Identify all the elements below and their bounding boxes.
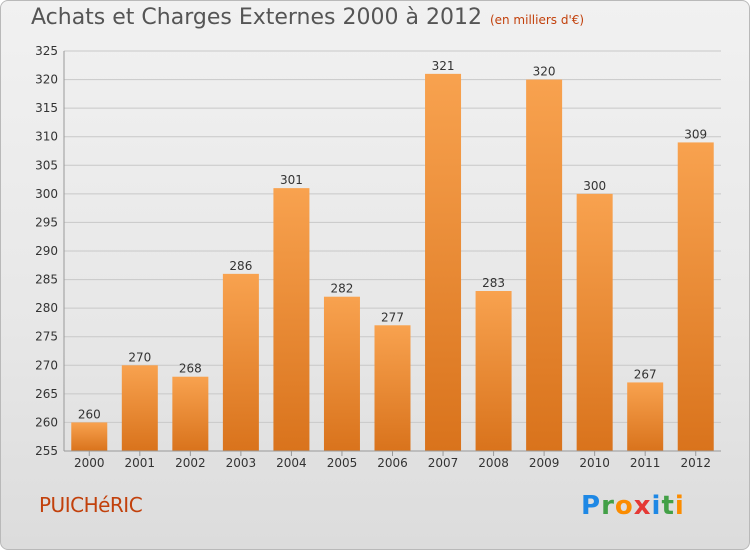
logo-letter: t bbox=[661, 491, 675, 521]
x-tick-label-2011: 2011 bbox=[630, 456, 661, 470]
logo-letter: x bbox=[633, 491, 652, 521]
bar-2010 bbox=[576, 193, 613, 451]
y-tick-label-265: 265 bbox=[35, 387, 58, 401]
x-tick-label-2010: 2010 bbox=[579, 456, 610, 470]
x-tick-label-2012: 2012 bbox=[680, 456, 711, 470]
y-tick-label-280: 280 bbox=[35, 301, 58, 315]
value-label-2000: 260 bbox=[78, 407, 101, 421]
y-tick-label-310: 310 bbox=[35, 130, 58, 144]
logo-letter: r bbox=[601, 491, 615, 521]
proxiti-logo: Proxiti bbox=[581, 491, 685, 521]
value-labels: 260 270 268 286 301 282 277 321 283 320 300 267 309 bbox=[78, 59, 707, 422]
x-tick-label-2007: 2007 bbox=[428, 456, 459, 470]
y-tick-label-255: 255 bbox=[35, 444, 58, 458]
bar-2002 bbox=[172, 376, 209, 451]
x-tick-label-2006: 2006 bbox=[377, 456, 408, 470]
y-tick-label-305: 305 bbox=[35, 158, 58, 172]
value-label-2003: 286 bbox=[229, 259, 252, 273]
chart-title: Achats et Charges Externes 2000 à 2012 (e… bbox=[31, 5, 584, 30]
y-tick-label-315: 315 bbox=[35, 101, 58, 115]
value-label-2009: 320 bbox=[533, 65, 556, 79]
bar-2007 bbox=[425, 73, 462, 451]
value-label-2010: 300 bbox=[583, 179, 606, 193]
y-tick-label-290: 290 bbox=[35, 244, 58, 258]
logo-letter: i bbox=[674, 491, 685, 521]
value-label-2005: 282 bbox=[331, 282, 354, 296]
bar-2001 bbox=[121, 365, 158, 451]
value-label-2007: 321 bbox=[432, 59, 455, 73]
value-label-2001: 270 bbox=[128, 350, 151, 364]
value-label-2011: 267 bbox=[634, 367, 657, 381]
logo-letter: i bbox=[651, 491, 662, 521]
value-label-2002: 268 bbox=[179, 362, 202, 376]
y-tick-label-300: 300 bbox=[35, 187, 58, 201]
logo-letter: o bbox=[614, 491, 634, 521]
value-label-2004: 301 bbox=[280, 173, 303, 187]
bar-2006 bbox=[374, 325, 411, 451]
y-tick-labels: 255 260 265 270 275 280 285 290 295 300 305 310 315 3… bbox=[35, 44, 58, 458]
x-tick-label-2009: 2009 bbox=[529, 456, 560, 470]
y-tick-label-270: 270 bbox=[35, 358, 58, 372]
y-tick-label-320: 320 bbox=[35, 73, 58, 87]
x-tick-label-2003: 2003 bbox=[226, 456, 257, 470]
bar-2000 bbox=[71, 422, 108, 451]
bar-2005 bbox=[323, 296, 360, 451]
x-tick-label-2000: 2000 bbox=[74, 456, 105, 470]
commune-name: PUICHéRIC bbox=[39, 493, 143, 517]
chart-subtitle: (en milliers d'€) bbox=[489, 13, 585, 27]
x-tick-label-2004: 2004 bbox=[276, 456, 307, 470]
chart-title-text: Achats et Charges Externes 2000 à 2012 bbox=[31, 5, 482, 30]
value-label-2008: 283 bbox=[482, 276, 505, 290]
bar-2008 bbox=[475, 291, 512, 451]
bar-2003 bbox=[222, 273, 259, 451]
value-label-2012: 309 bbox=[684, 127, 707, 141]
y-tick-label-275: 275 bbox=[35, 330, 58, 344]
logo-letter: P bbox=[581, 491, 602, 521]
y-tick-label-325: 325 bbox=[35, 44, 58, 58]
bars bbox=[71, 73, 714, 452]
x-tick-label-2002: 2002 bbox=[175, 456, 206, 470]
x-tick-label-2008: 2008 bbox=[478, 456, 509, 470]
x-tick-labels: 2000 2001 2002 2003 2004 2005 2006 2007 2008 2009… bbox=[74, 456, 711, 470]
bar-2012 bbox=[677, 142, 714, 451]
bar-2009 bbox=[526, 79, 563, 452]
y-tick-label-295: 295 bbox=[35, 215, 58, 229]
bar-2004 bbox=[273, 188, 310, 451]
y-tick-label-285: 285 bbox=[35, 273, 58, 287]
x-tick-label-2005: 2005 bbox=[327, 456, 358, 470]
y-tick-label-260: 260 bbox=[35, 415, 58, 429]
bar-2011 bbox=[627, 382, 664, 451]
x-tick-label-2001: 2001 bbox=[125, 456, 156, 470]
axes bbox=[63, 51, 721, 456]
value-label-2006: 277 bbox=[381, 310, 404, 324]
